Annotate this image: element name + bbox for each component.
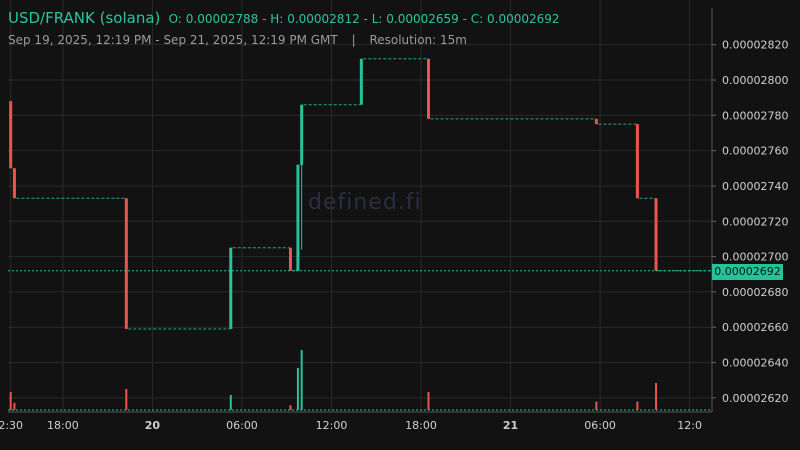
candle-body [288, 247, 292, 271]
volume-bar [636, 401, 639, 410]
volume-bar [300, 350, 303, 410]
candle-body [124, 198, 128, 329]
separator: | [351, 33, 356, 47]
high-label: H: [270, 12, 284, 26]
x-tick-label: 18:00 [47, 419, 79, 432]
candle-body [229, 247, 233, 329]
volume-bar [655, 383, 658, 410]
x-tick-label: 12:0 [677, 419, 702, 432]
x-tick-label: 20 [145, 419, 161, 432]
x-tick-label: 2:30 [0, 419, 23, 432]
volume-bar [427, 392, 430, 410]
resolution: Resolution: 15m [369, 33, 467, 47]
y-tick-label: 0.00002740 [722, 180, 788, 193]
candle-body [359, 58, 363, 105]
y-tick-label: 0.00002720 [722, 215, 788, 228]
volume-bar [296, 368, 299, 410]
volume-bar [229, 395, 232, 410]
x-tick-label: 21 [503, 419, 518, 432]
open-value: 0.00002788 [185, 12, 259, 26]
candle-body [426, 58, 430, 119]
candles [8, 58, 712, 330]
y-tick-label: 0.00002820 [722, 39, 788, 52]
volume-bar [595, 401, 598, 410]
volume-bar [13, 402, 16, 410]
last-price-label: 0.00002692 [712, 264, 783, 280]
watermark: defined.fi [308, 190, 422, 215]
high-value: 0.00002812 [287, 12, 360, 26]
y-tick-label: 0.00002680 [722, 286, 788, 299]
candle-body [12, 168, 16, 199]
candle-body [300, 104, 304, 165]
candle-body [635, 124, 639, 199]
volume-bars [8, 350, 712, 411]
candle-body [9, 101, 13, 169]
open-label: O: [168, 12, 182, 26]
close-value: 0.00002692 [487, 12, 560, 26]
candle-body [594, 118, 598, 125]
low-label: L: [371, 12, 383, 26]
y-tick-label: 0.00002620 [722, 392, 788, 405]
close-label: C: [470, 12, 484, 26]
volume-bar [125, 389, 128, 410]
y-tick-label: 0.00002760 [722, 145, 788, 158]
date-range: Sep 19, 2025, 12:19 PM - Sep 21, 2025, 1… [8, 33, 338, 47]
x-tick-label: 18:00 [405, 419, 437, 432]
axes: 0.00002820 0.00002800 0.00002780 0.00002760… [0, 8, 788, 432]
low-value: 0.00002659 [386, 12, 459, 26]
ohlc-readout: O: 0.00002788 - H: 0.00002812 - L: 0.000… [168, 12, 560, 26]
y-tick-label: 0.00002660 [722, 321, 788, 334]
x-tick-label: 06:00 [584, 419, 616, 432]
x-tick-label: 06:00 [226, 419, 258, 432]
y-tick-label: 0.00002780 [722, 109, 788, 122]
candle-body [654, 198, 658, 271]
volume-bar [289, 405, 292, 410]
chart-header: USD/FRANK (solana) O: 0.00002788 - H: 0.… [8, 9, 560, 47]
pair-title: USD/FRANK (solana) [8, 9, 161, 27]
y-tick-label: 0.00002640 [722, 357, 788, 370]
title-row: USD/FRANK (solana) O: 0.00002788 - H: 0.… [8, 9, 560, 27]
y-tick-label: 0.00002700 [722, 251, 788, 264]
x-tick-label: 12:00 [316, 419, 348, 432]
candle-body [296, 164, 300, 271]
subtitle-row: Sep 19, 2025, 12:19 PM - Sep 21, 2025, 1… [8, 33, 560, 47]
y-tick-label: 0.00002800 [722, 74, 788, 87]
volume-bar [9, 392, 12, 410]
